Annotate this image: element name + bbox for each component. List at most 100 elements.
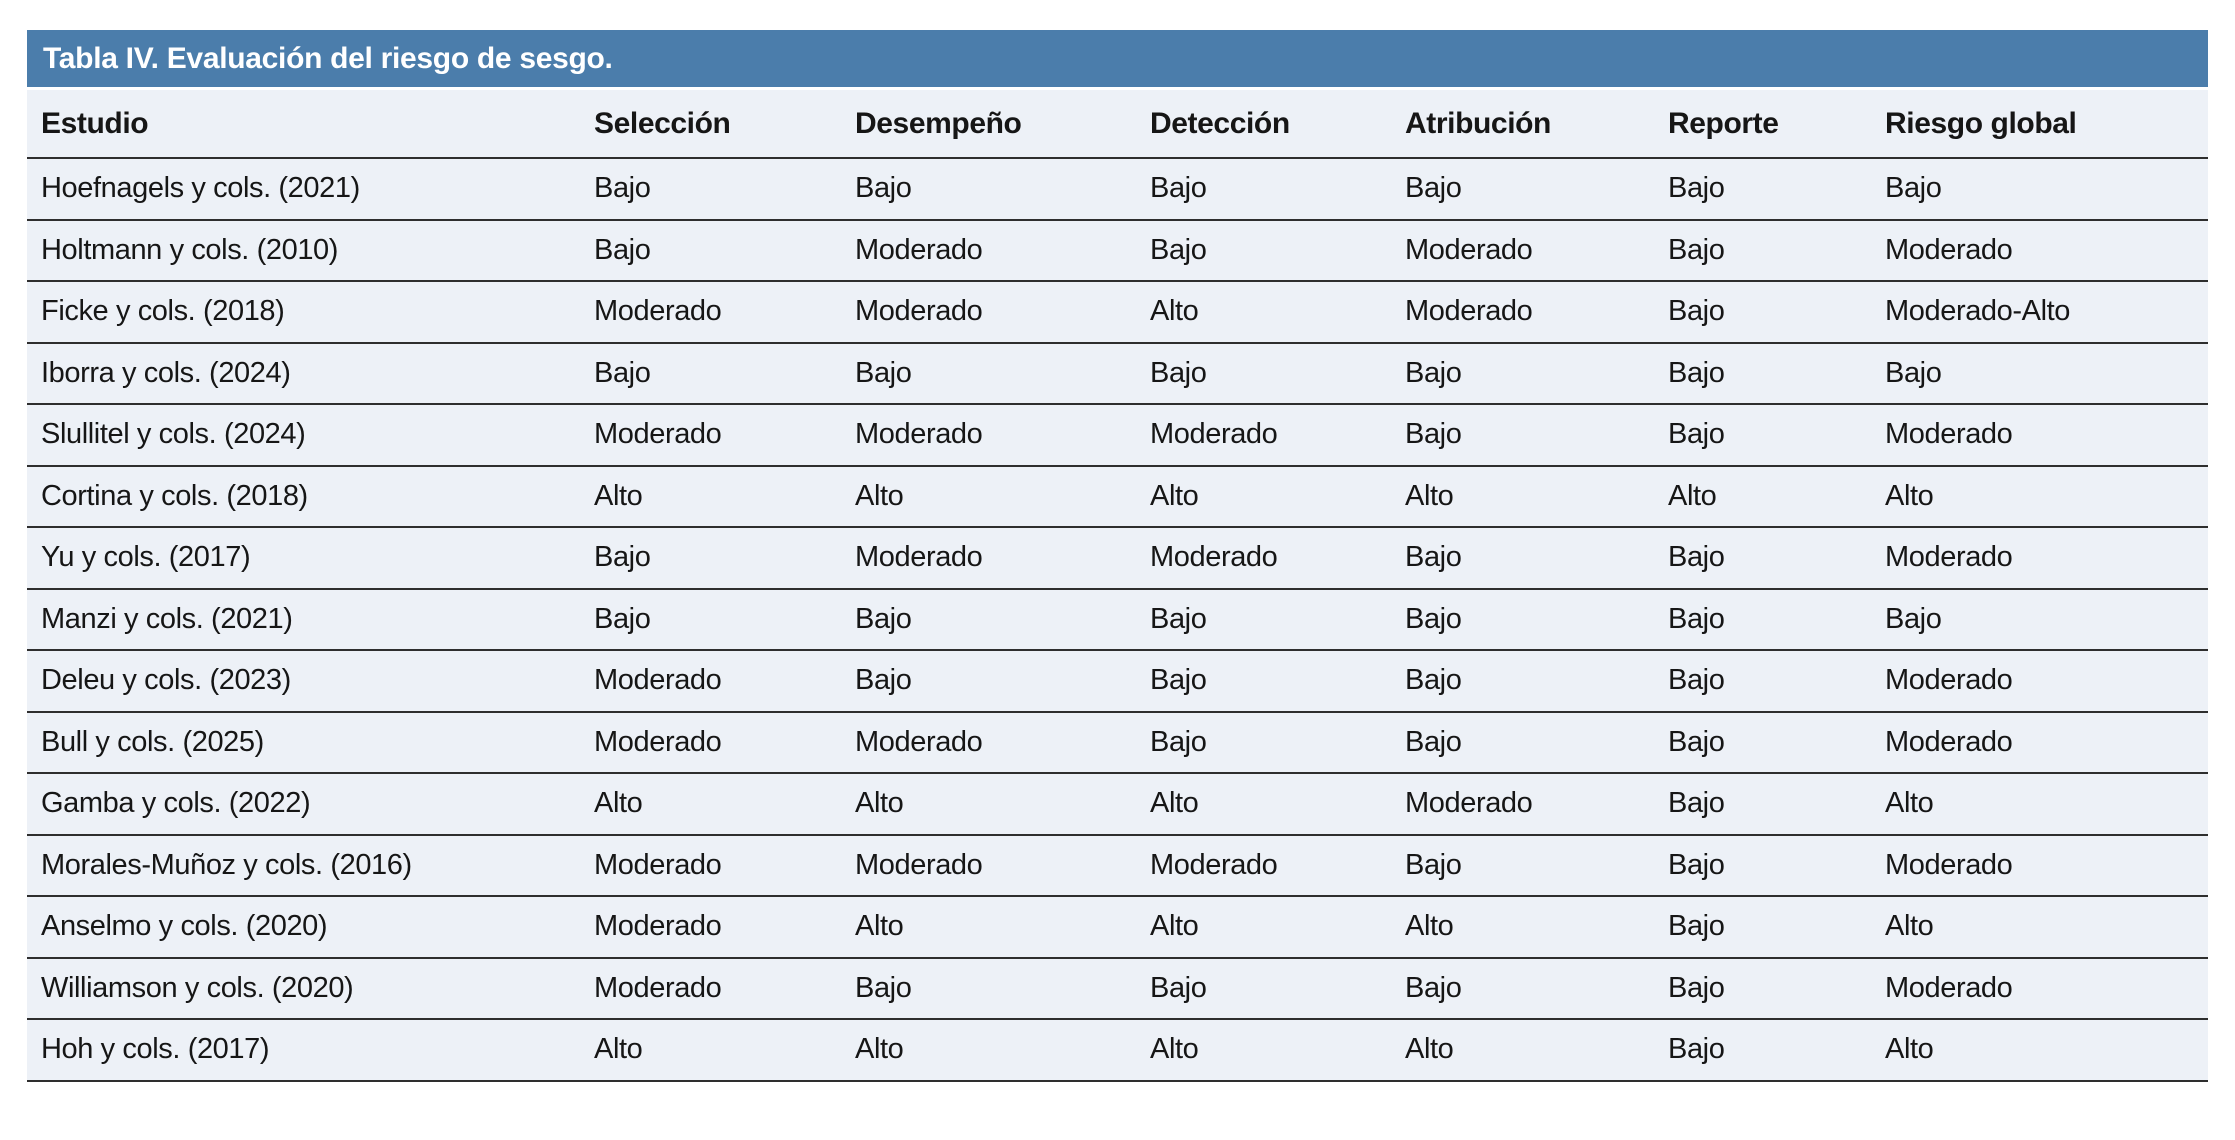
table-row: Ficke y cols. (2018) Moderado Moderado Alto… — [27, 281, 2208, 344]
risk-cell: Bajo — [1654, 219, 1871, 282]
risk-cell: Bajo — [1654, 527, 1871, 590]
risk-of-bias-table: Estudio Selección Desempeño Detección Atribu… — [27, 90, 2208, 1082]
study-cell: Gamba y cols. (2022) — [27, 773, 580, 836]
table-row: Gamba y cols. (2022) Alto Alto Alto Moderado… — [27, 773, 2208, 836]
risk-cell: Bajo — [1871, 158, 2208, 221]
table-row: Bull y cols. (2025) Moderado Moderado Bajo B… — [27, 711, 2208, 774]
risk-cell: Alto — [841, 773, 1136, 836]
risk-cell: Bajo — [1871, 342, 2208, 405]
risk-cell: Alto — [1136, 1019, 1391, 1082]
risk-cell: Bajo — [1391, 342, 1654, 405]
risk-cell: Bajo — [1654, 834, 1871, 897]
risk-cell: Bajo — [1391, 158, 1654, 221]
risk-cell: Bajo — [580, 342, 841, 405]
risk-cell: Bajo — [841, 158, 1136, 221]
risk-cell: Bajo — [1654, 711, 1871, 774]
risk-cell: Bajo — [1654, 650, 1871, 713]
table-row: Slullitel y cols. (2024) Moderado Moderado… — [27, 404, 2208, 467]
risk-cell: Moderado — [841, 404, 1136, 467]
table-row: Holtmann y cols. (2010) Bajo Moderado Bajo M… — [27, 219, 2208, 282]
risk-cell: Moderado — [1871, 957, 2208, 1020]
risk-cell: Alto — [580, 1019, 841, 1082]
risk-cell: Bajo — [1654, 896, 1871, 959]
risk-cell: Alto — [841, 1019, 1136, 1082]
risk-cell: Bajo — [1136, 219, 1391, 282]
study-cell: Bull y cols. (2025) — [27, 711, 580, 774]
risk-cell: Moderado — [1871, 219, 2208, 282]
risk-cell: Bajo — [841, 588, 1136, 651]
study-cell: Deleu y cols. (2023) — [27, 650, 580, 713]
table-container: Tabla IV. Evaluación del riesgo de sesgo… — [27, 30, 2208, 1082]
study-cell: Hoh y cols. (2017) — [27, 1019, 580, 1082]
table-row: Hoefnagels y cols. (2021) Bajo Bajo Bajo Baj… — [27, 158, 2208, 221]
risk-cell: Alto — [841, 465, 1136, 528]
risk-cell: Bajo — [1136, 650, 1391, 713]
risk-cell: Bajo — [1136, 588, 1391, 651]
risk-cell: Moderado — [580, 711, 841, 774]
risk-cell: Bajo — [1136, 711, 1391, 774]
risk-cell: Alto — [580, 465, 841, 528]
column-header: Selección — [580, 90, 841, 159]
risk-cell: Alto — [1391, 1019, 1654, 1082]
risk-cell: Alto — [1136, 896, 1391, 959]
risk-cell: Moderado — [1391, 281, 1654, 344]
risk-cell: Bajo — [841, 957, 1136, 1020]
risk-cell: Bajo — [1871, 588, 2208, 651]
risk-cell: Moderado — [1391, 773, 1654, 836]
risk-cell: Alto — [1871, 1019, 2208, 1082]
study-cell: Manzi y cols. (2021) — [27, 588, 580, 651]
risk-cell: Moderado — [1136, 527, 1391, 590]
risk-cell: Moderado — [841, 527, 1136, 590]
risk-cell: Bajo — [1654, 957, 1871, 1020]
risk-cell: Alto — [841, 896, 1136, 959]
risk-cell: Alto — [1871, 773, 2208, 836]
study-cell: Williamson y cols. (2020) — [27, 957, 580, 1020]
risk-cell: Alto — [1136, 465, 1391, 528]
risk-cell: Moderado — [841, 834, 1136, 897]
column-header: Reporte — [1654, 90, 1871, 159]
risk-cell: Alto — [1136, 773, 1391, 836]
risk-cell: Alto — [1654, 465, 1871, 528]
risk-cell: Moderado — [580, 957, 841, 1020]
risk-cell: Bajo — [1136, 158, 1391, 221]
risk-cell: Bajo — [841, 650, 1136, 713]
risk-cell: Moderado — [1871, 650, 2208, 713]
risk-cell: Moderado — [580, 404, 841, 467]
risk-cell: Moderado — [841, 219, 1136, 282]
risk-cell: Alto — [1871, 465, 2208, 528]
table-body: Hoefnagels y cols. (2021) Bajo Bajo Bajo Baj… — [27, 158, 2208, 1082]
risk-cell: Bajo — [1391, 650, 1654, 713]
risk-cell: Moderado — [1871, 404, 2208, 467]
table-row: Morales-Muñoz y cols. (2016) Moderado Mode… — [27, 834, 2208, 897]
study-cell: Slullitel y cols. (2024) — [27, 404, 580, 467]
table-row: Anselmo y cols. (2020) Moderado Alto Alto Al… — [27, 896, 2208, 959]
column-header: Atribución — [1391, 90, 1654, 159]
risk-cell: Bajo — [580, 527, 841, 590]
risk-cell: Moderado-Alto — [1871, 281, 2208, 344]
risk-cell: Bajo — [841, 342, 1136, 405]
risk-cell: Bajo — [1136, 957, 1391, 1020]
column-header: Desempeño — [841, 90, 1136, 159]
risk-cell: Bajo — [1654, 1019, 1871, 1082]
study-cell: Cortina y cols. (2018) — [27, 465, 580, 528]
risk-cell: Moderado — [580, 281, 841, 344]
risk-cell: Bajo — [580, 588, 841, 651]
risk-cell: Bajo — [580, 158, 841, 221]
risk-cell: Bajo — [1391, 527, 1654, 590]
risk-cell: Alto — [1391, 896, 1654, 959]
risk-cell: Bajo — [1654, 588, 1871, 651]
table-row: Manzi y cols. (2021) Bajo Bajo Bajo Bajo Bajo… — [27, 588, 2208, 651]
risk-cell: Alto — [1136, 281, 1391, 344]
risk-cell: Bajo — [1391, 957, 1654, 1020]
risk-cell: Bajo — [1654, 773, 1871, 836]
table-row: Hoh y cols. (2017) Alto Alto Alto Alto Bajo Al… — [27, 1019, 2208, 1082]
study-cell: Hoefnagels y cols. (2021) — [27, 158, 580, 221]
column-header: Riesgo global — [1871, 90, 2208, 159]
study-cell: Iborra y cols. (2024) — [27, 342, 580, 405]
study-cell: Anselmo y cols. (2020) — [27, 896, 580, 959]
risk-cell: Bajo — [1391, 588, 1654, 651]
risk-cell: Moderado — [1136, 834, 1391, 897]
study-cell: Holtmann y cols. (2010) — [27, 219, 580, 282]
risk-cell: Moderado — [1391, 219, 1654, 282]
risk-cell: Bajo — [1391, 711, 1654, 774]
